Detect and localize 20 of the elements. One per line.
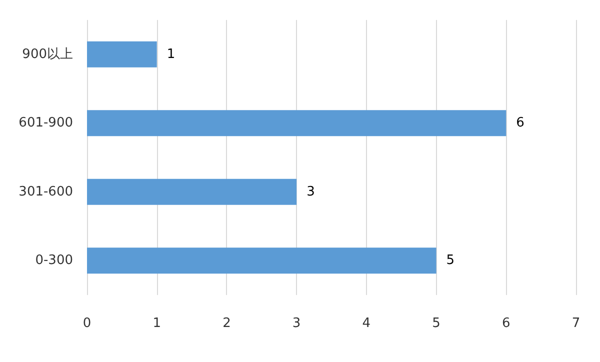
data-label: 5 (446, 253, 455, 268)
y-tick-label: 0-300 (35, 253, 73, 268)
y-tick-label: 301-600 (18, 184, 73, 200)
x-tick-label: 1 (152, 316, 161, 331)
x-tick-label: 2 (222, 316, 231, 331)
x-tick-label: 3 (292, 316, 301, 331)
x-tick-label: 5 (432, 316, 440, 331)
bar (87, 178, 297, 205)
data-label: 6 (516, 116, 524, 131)
x-tick-label: 6 (502, 316, 510, 331)
bar (87, 41, 157, 68)
bar (87, 110, 506, 136)
y-tick-label: 601-900 (18, 116, 73, 131)
x-tick-label: 0 (82, 316, 92, 331)
x-tick-label: 4 (362, 316, 371, 331)
y-tick-label: 900以上 (22, 46, 73, 62)
data-label: 3 (306, 184, 315, 200)
bar (87, 248, 436, 274)
x-tick-label: 7 (572, 316, 580, 331)
data-label: 1 (166, 46, 176, 62)
